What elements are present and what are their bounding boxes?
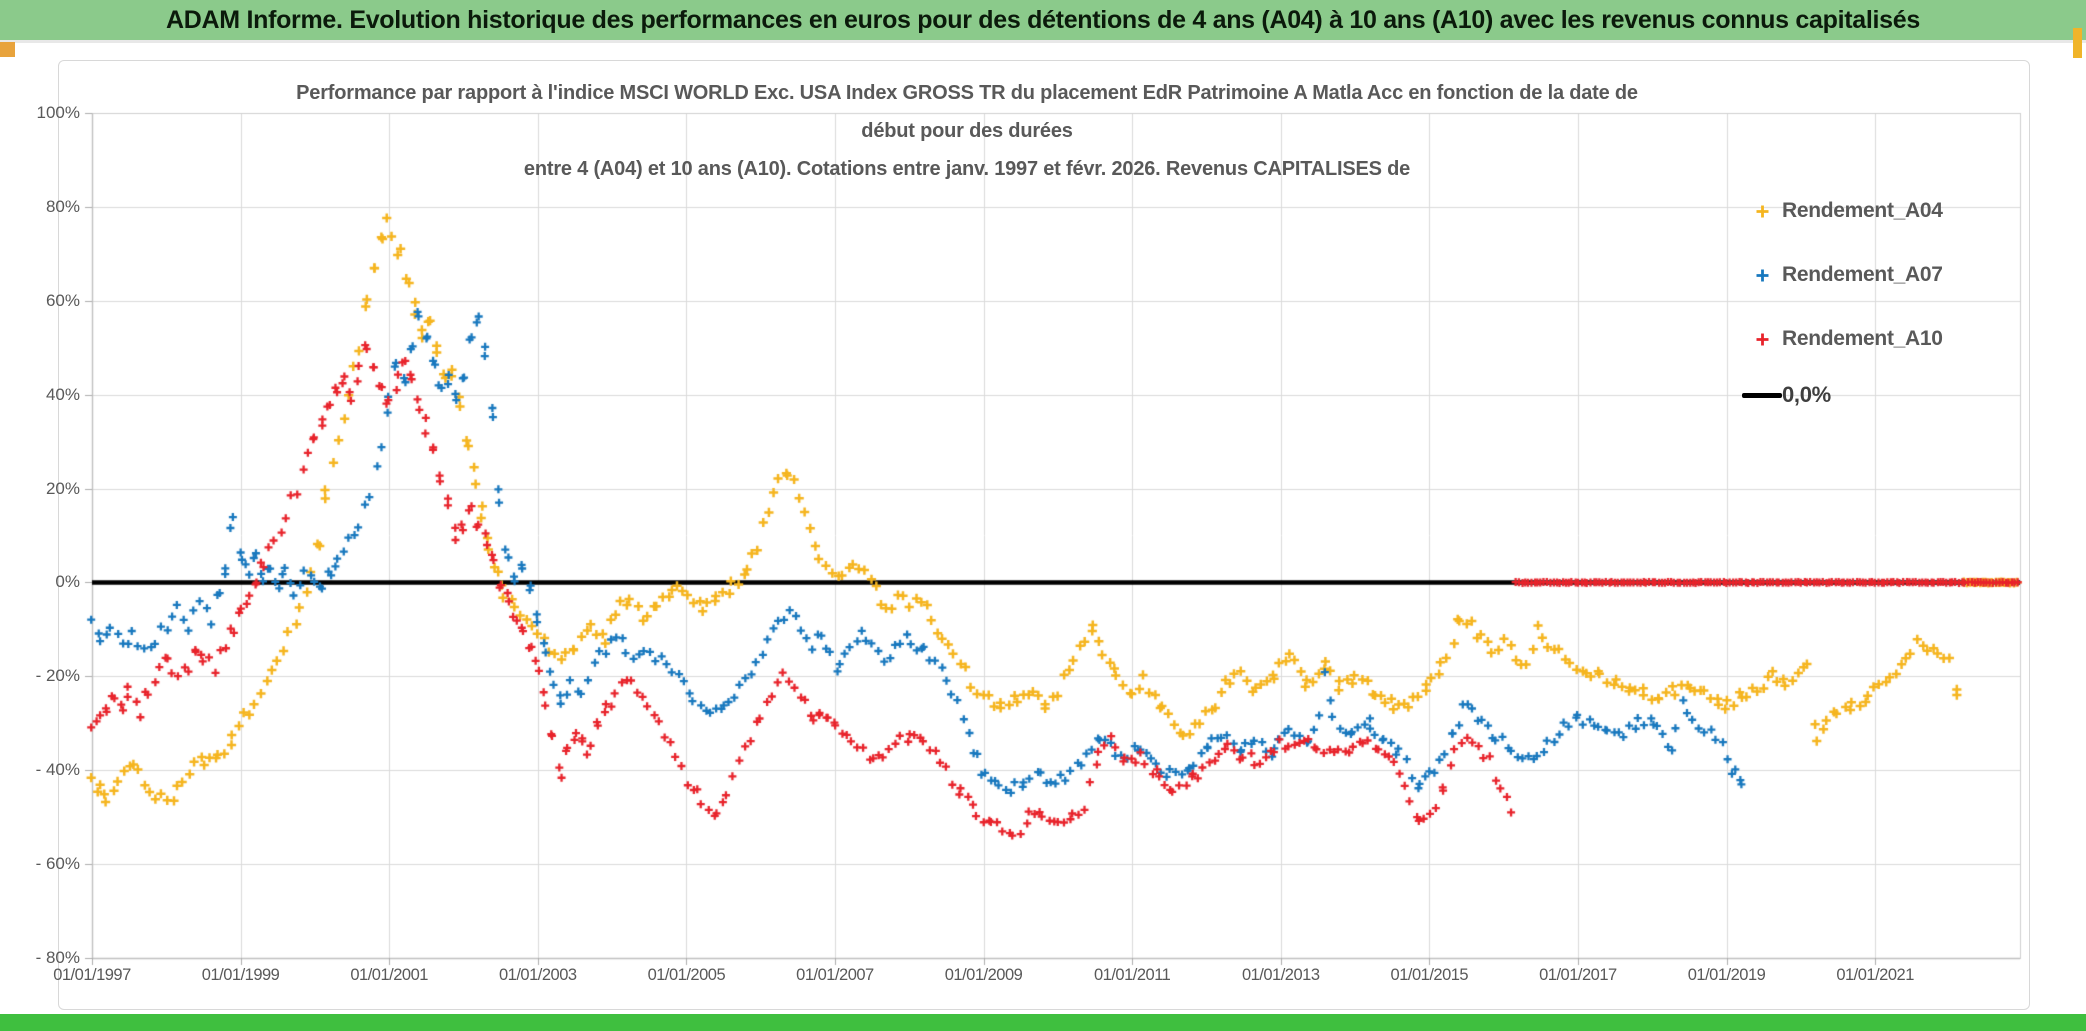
x-axis-label: 01/01/1999 [201, 966, 280, 984]
legend-label: 0,0% [1782, 382, 1831, 407]
x-axis-label: 01/01/2021 [1836, 966, 1914, 984]
y-axis-label: - 20% [35, 666, 80, 686]
y-axis-label: 80% [45, 196, 80, 216]
x-axis-label: 01/01/2009 [944, 966, 1023, 984]
x-axis-label: 01/01/2011 [1093, 966, 1171, 984]
plus-marker-icon [1742, 203, 1782, 220]
legend-label: Rendement_A07 [1782, 263, 1943, 286]
x-axis-label: 01/01/2001 [350, 966, 428, 984]
legend-item: Rendement_A07 [1742, 262, 1943, 288]
x-axis-label: 01/01/2019 [1687, 966, 1766, 984]
bottom-bar [0, 1014, 2086, 1031]
chart-title-line-1: Performance par rapport à l'indice MSCI … [296, 82, 1638, 104]
y-axis-label: 20% [45, 478, 80, 498]
y-axis-label: - 60% [35, 854, 80, 874]
legend-item: Rendement_A04 [1742, 198, 1943, 224]
y-axis-label: 100% [36, 103, 80, 122]
zero-line-swatch [1742, 392, 1782, 398]
chart-title: Performance par rapport à l'indice MSCI … [92, 74, 1842, 188]
legend-item: 0,0% [1742, 382, 1831, 408]
x-axis-label: 01/01/2003 [498, 966, 577, 984]
chart-title-line-2: début pour des durées [861, 120, 1073, 142]
x-axis-label: 01/01/2013 [1241, 966, 1320, 984]
legend-label: Rendement_A04 [1782, 199, 1943, 222]
x-axis-label: 01/01/2017 [1539, 966, 1617, 984]
chart-title-line-3: entre 4 (A04) et 10 ans (A10). Cotations… [523, 158, 1411, 180]
y-axis-label: 0% [55, 572, 80, 592]
x-axis-label: 01/01/2007 [796, 966, 874, 984]
y-axis-label: - 80% [35, 948, 80, 967]
x-axis-label: 01/01/1997 [53, 966, 131, 984]
x-axis-label: 01/01/2015 [1390, 966, 1469, 984]
plus-marker-icon [1742, 331, 1782, 348]
plus-marker-icon [1742, 267, 1782, 284]
legend-label: Rendement_A10 [1782, 327, 1943, 350]
y-axis-label: - 40% [35, 760, 80, 780]
x-axis-label: 01/01/2005 [647, 966, 726, 984]
y-axis-label: 60% [45, 290, 80, 310]
legend-item: Rendement_A10 [1742, 326, 1943, 352]
y-axis-label: 40% [45, 384, 80, 404]
